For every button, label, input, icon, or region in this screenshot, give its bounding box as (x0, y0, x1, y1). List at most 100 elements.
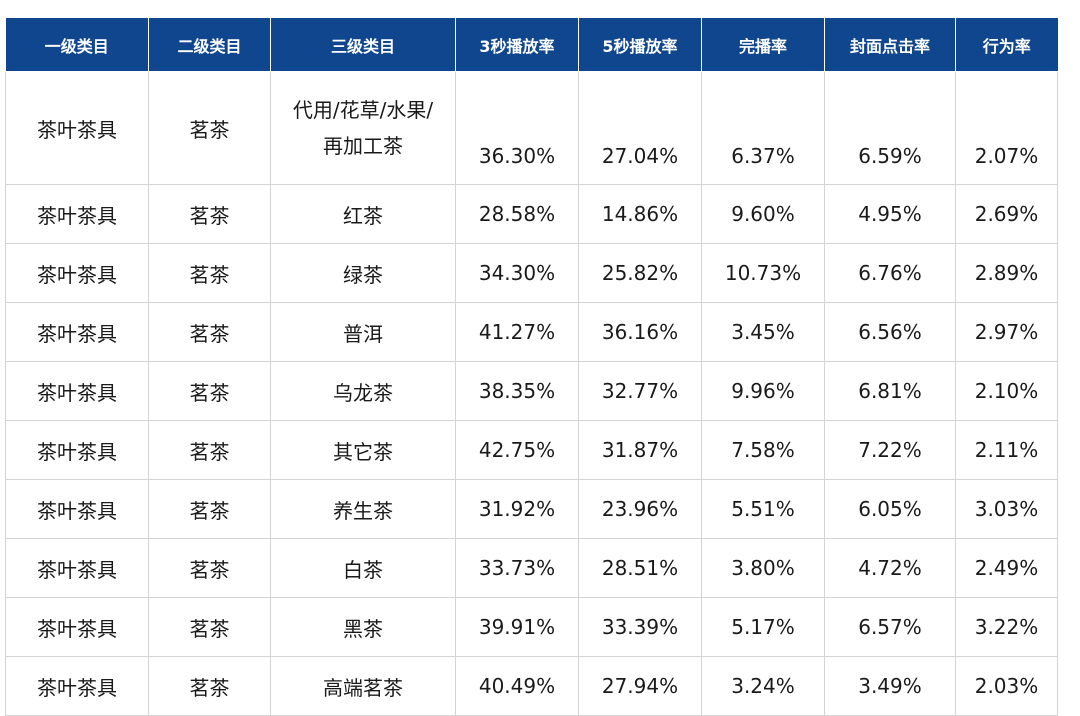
header-row: 一级类目 二级类目 三级类目 3秒播放率 5秒播放率 完播率 封面点击率 行为率 (5, 18, 1058, 72)
cell-cover-ctr: 6.56% (824, 302, 956, 362)
cat3-line: 红茶 (343, 203, 383, 228)
cell-cat1: 茶叶茶具 (5, 361, 149, 421)
header-cat3: 三级类目 (270, 18, 456, 72)
cell-action: 2.10% (955, 361, 1058, 421)
cat3-line: 养生茶 (333, 498, 393, 523)
cell-cover-ctr: 6.59% (824, 71, 956, 185)
cell-cat2: 茗茶 (148, 302, 271, 362)
header-cat2: 二级类目 (148, 18, 271, 72)
cell-cat2: 茗茶 (148, 361, 271, 421)
cell-cat1: 茶叶茶具 (5, 302, 149, 362)
cell-play3s: 39.91% (455, 597, 579, 657)
cell-cat3: 高端茗茶 (270, 656, 456, 716)
cell-action: 3.03% (955, 479, 1058, 539)
cell-cat2: 茗茶 (148, 243, 271, 303)
cat3-line: 白茶 (343, 557, 383, 582)
cell-complete: 3.24% (701, 656, 825, 716)
cell-action: 2.97% (955, 302, 1058, 362)
cell-cat1: 茶叶茶具 (5, 71, 149, 185)
cell-complete: 3.80% (701, 538, 825, 598)
cell-play5s: 28.51% (578, 538, 702, 598)
cell-play3s: 40.49% (455, 656, 579, 716)
header-play5s: 5秒播放率 (578, 18, 702, 72)
cat3-line: 黑茶 (343, 616, 383, 641)
cell-cat3: 绿茶 (270, 243, 456, 303)
cell-play5s: 27.94% (578, 656, 702, 716)
cell-play5s: 36.16% (578, 302, 702, 362)
table-row: 茶叶茶具 茗茶 高端茗茶 40.49% 27.94% 3.24% 3.49% 2.03% (5, 656, 1058, 716)
cell-action: 2.49% (955, 538, 1058, 598)
cell-play3s: 33.73% (455, 538, 579, 598)
cell-cat3: 代用/花草/水果/再加工茶 (270, 71, 456, 185)
cell-cat3: 其它茶 (270, 420, 456, 480)
cell-cat1: 茶叶茶具 (5, 243, 149, 303)
cell-complete: 9.60% (701, 184, 825, 244)
cell-play5s: 27.04% (578, 71, 702, 185)
cell-cat1: 茶叶茶具 (5, 184, 149, 244)
cell-play3s: 42.75% (455, 420, 579, 480)
cell-cat1: 茶叶茶具 (5, 420, 149, 480)
cell-action: 2.11% (955, 420, 1058, 480)
cell-cat2: 茗茶 (148, 538, 271, 598)
cell-action: 3.22% (955, 597, 1058, 657)
table-row: 茶叶茶具 茗茶 其它茶 42.75% 31.87% 7.58% 7.22% 2.11% (5, 420, 1058, 480)
cell-cat2: 茗茶 (148, 656, 271, 716)
cell-play5s: 33.39% (578, 597, 702, 657)
cell-cat3: 普洱 (270, 302, 456, 362)
cell-complete: 7.58% (701, 420, 825, 480)
cell-cover-ctr: 6.05% (824, 479, 956, 539)
cell-complete: 6.37% (701, 71, 825, 185)
cell-play3s: 36.30% (455, 71, 579, 185)
cell-cat2: 茗茶 (148, 479, 271, 539)
cell-play5s: 32.77% (578, 361, 702, 421)
cell-play3s: 28.58% (455, 184, 579, 244)
table-row: 茶叶茶具 茗茶 白茶 33.73% 28.51% 3.80% 4.72% 2.49% (5, 538, 1058, 598)
cat3-line: 其它茶 (333, 439, 393, 464)
cat3-line: 代用/花草/水果/ (292, 98, 434, 122)
cell-cat2: 茗茶 (148, 184, 271, 244)
cell-cat1: 茶叶茶具 (5, 597, 149, 657)
cell-cover-ctr: 6.81% (824, 361, 956, 421)
header-cover-ctr: 封面点击率 (824, 18, 956, 72)
cell-play5s: 31.87% (578, 420, 702, 480)
cell-action: 2.89% (955, 243, 1058, 303)
cell-action: 2.07% (955, 71, 1058, 185)
header-complete: 完播率 (701, 18, 825, 72)
table-row: 茶叶茶具 茗茶 代用/花草/水果/再加工茶 36.30% 27.04% 6.37% 6.59… (5, 71, 1058, 185)
cat3-line: 绿茶 (343, 262, 383, 287)
cell-cat3: 黑茶 (270, 597, 456, 657)
table-body: 茶叶茶具 茗茶 代用/花草/水果/再加工茶 36.30% 27.04% 6.37% 6.59… (5, 71, 1058, 716)
table-row: 茶叶茶具 茗茶 乌龙茶 38.35% 32.77% 9.96% 6.81% 2.10% (5, 361, 1058, 421)
table-row: 茶叶茶具 茗茶 普洱 41.27% 36.16% 3.45% 6.56% 2.97% (5, 302, 1058, 362)
cell-play5s: 23.96% (578, 479, 702, 539)
cell-complete: 9.96% (701, 361, 825, 421)
table-row: 茶叶茶具 茗茶 红茶 28.58% 14.86% 9.60% 4.95% 2.69% (5, 184, 1058, 244)
cat3-line: 高端茗茶 (323, 675, 403, 700)
cell-play5s: 25.82% (578, 243, 702, 303)
cell-complete: 5.17% (701, 597, 825, 657)
header-cat1: 一级类目 (5, 18, 149, 72)
cell-cover-ctr: 4.95% (824, 184, 956, 244)
cell-cat2: 茗茶 (148, 597, 271, 657)
cell-play3s: 38.35% (455, 361, 579, 421)
cell-action: 2.69% (955, 184, 1058, 244)
cell-play3s: 31.92% (455, 479, 579, 539)
cell-cat3: 白茶 (270, 538, 456, 598)
table-row: 茶叶茶具 茗茶 黑茶 39.91% 33.39% 5.17% 6.57% 3.22% (5, 597, 1058, 657)
header-play3s: 3秒播放率 (455, 18, 579, 72)
cell-play3s: 41.27% (455, 302, 579, 362)
table-row: 茶叶茶具 茗茶 绿茶 34.30% 25.82% 10.73% 6.76% 2.89% (5, 243, 1058, 303)
cell-play5s: 14.86% (578, 184, 702, 244)
cell-cat1: 茶叶茶具 (5, 538, 149, 598)
cell-cat2: 茗茶 (148, 420, 271, 480)
cat3-line: 乌龙茶 (333, 380, 393, 405)
cell-cat3: 红茶 (270, 184, 456, 244)
cell-cat1: 茶叶茶具 (5, 656, 149, 716)
table-row: 茶叶茶具 茗茶 养生茶 31.92% 23.96% 5.51% 6.05% 3.03% (5, 479, 1058, 539)
cell-play3s: 34.30% (455, 243, 579, 303)
cell-cover-ctr: 6.57% (824, 597, 956, 657)
cell-cat2: 茗茶 (148, 71, 271, 185)
cat3-line: 再加工茶 (323, 134, 403, 158)
metrics-table: 一级类目 二级类目 三级类目 3秒播放率 5秒播放率 完播率 封面点击率 行为率… (5, 18, 1058, 716)
cell-action: 2.03% (955, 656, 1058, 716)
